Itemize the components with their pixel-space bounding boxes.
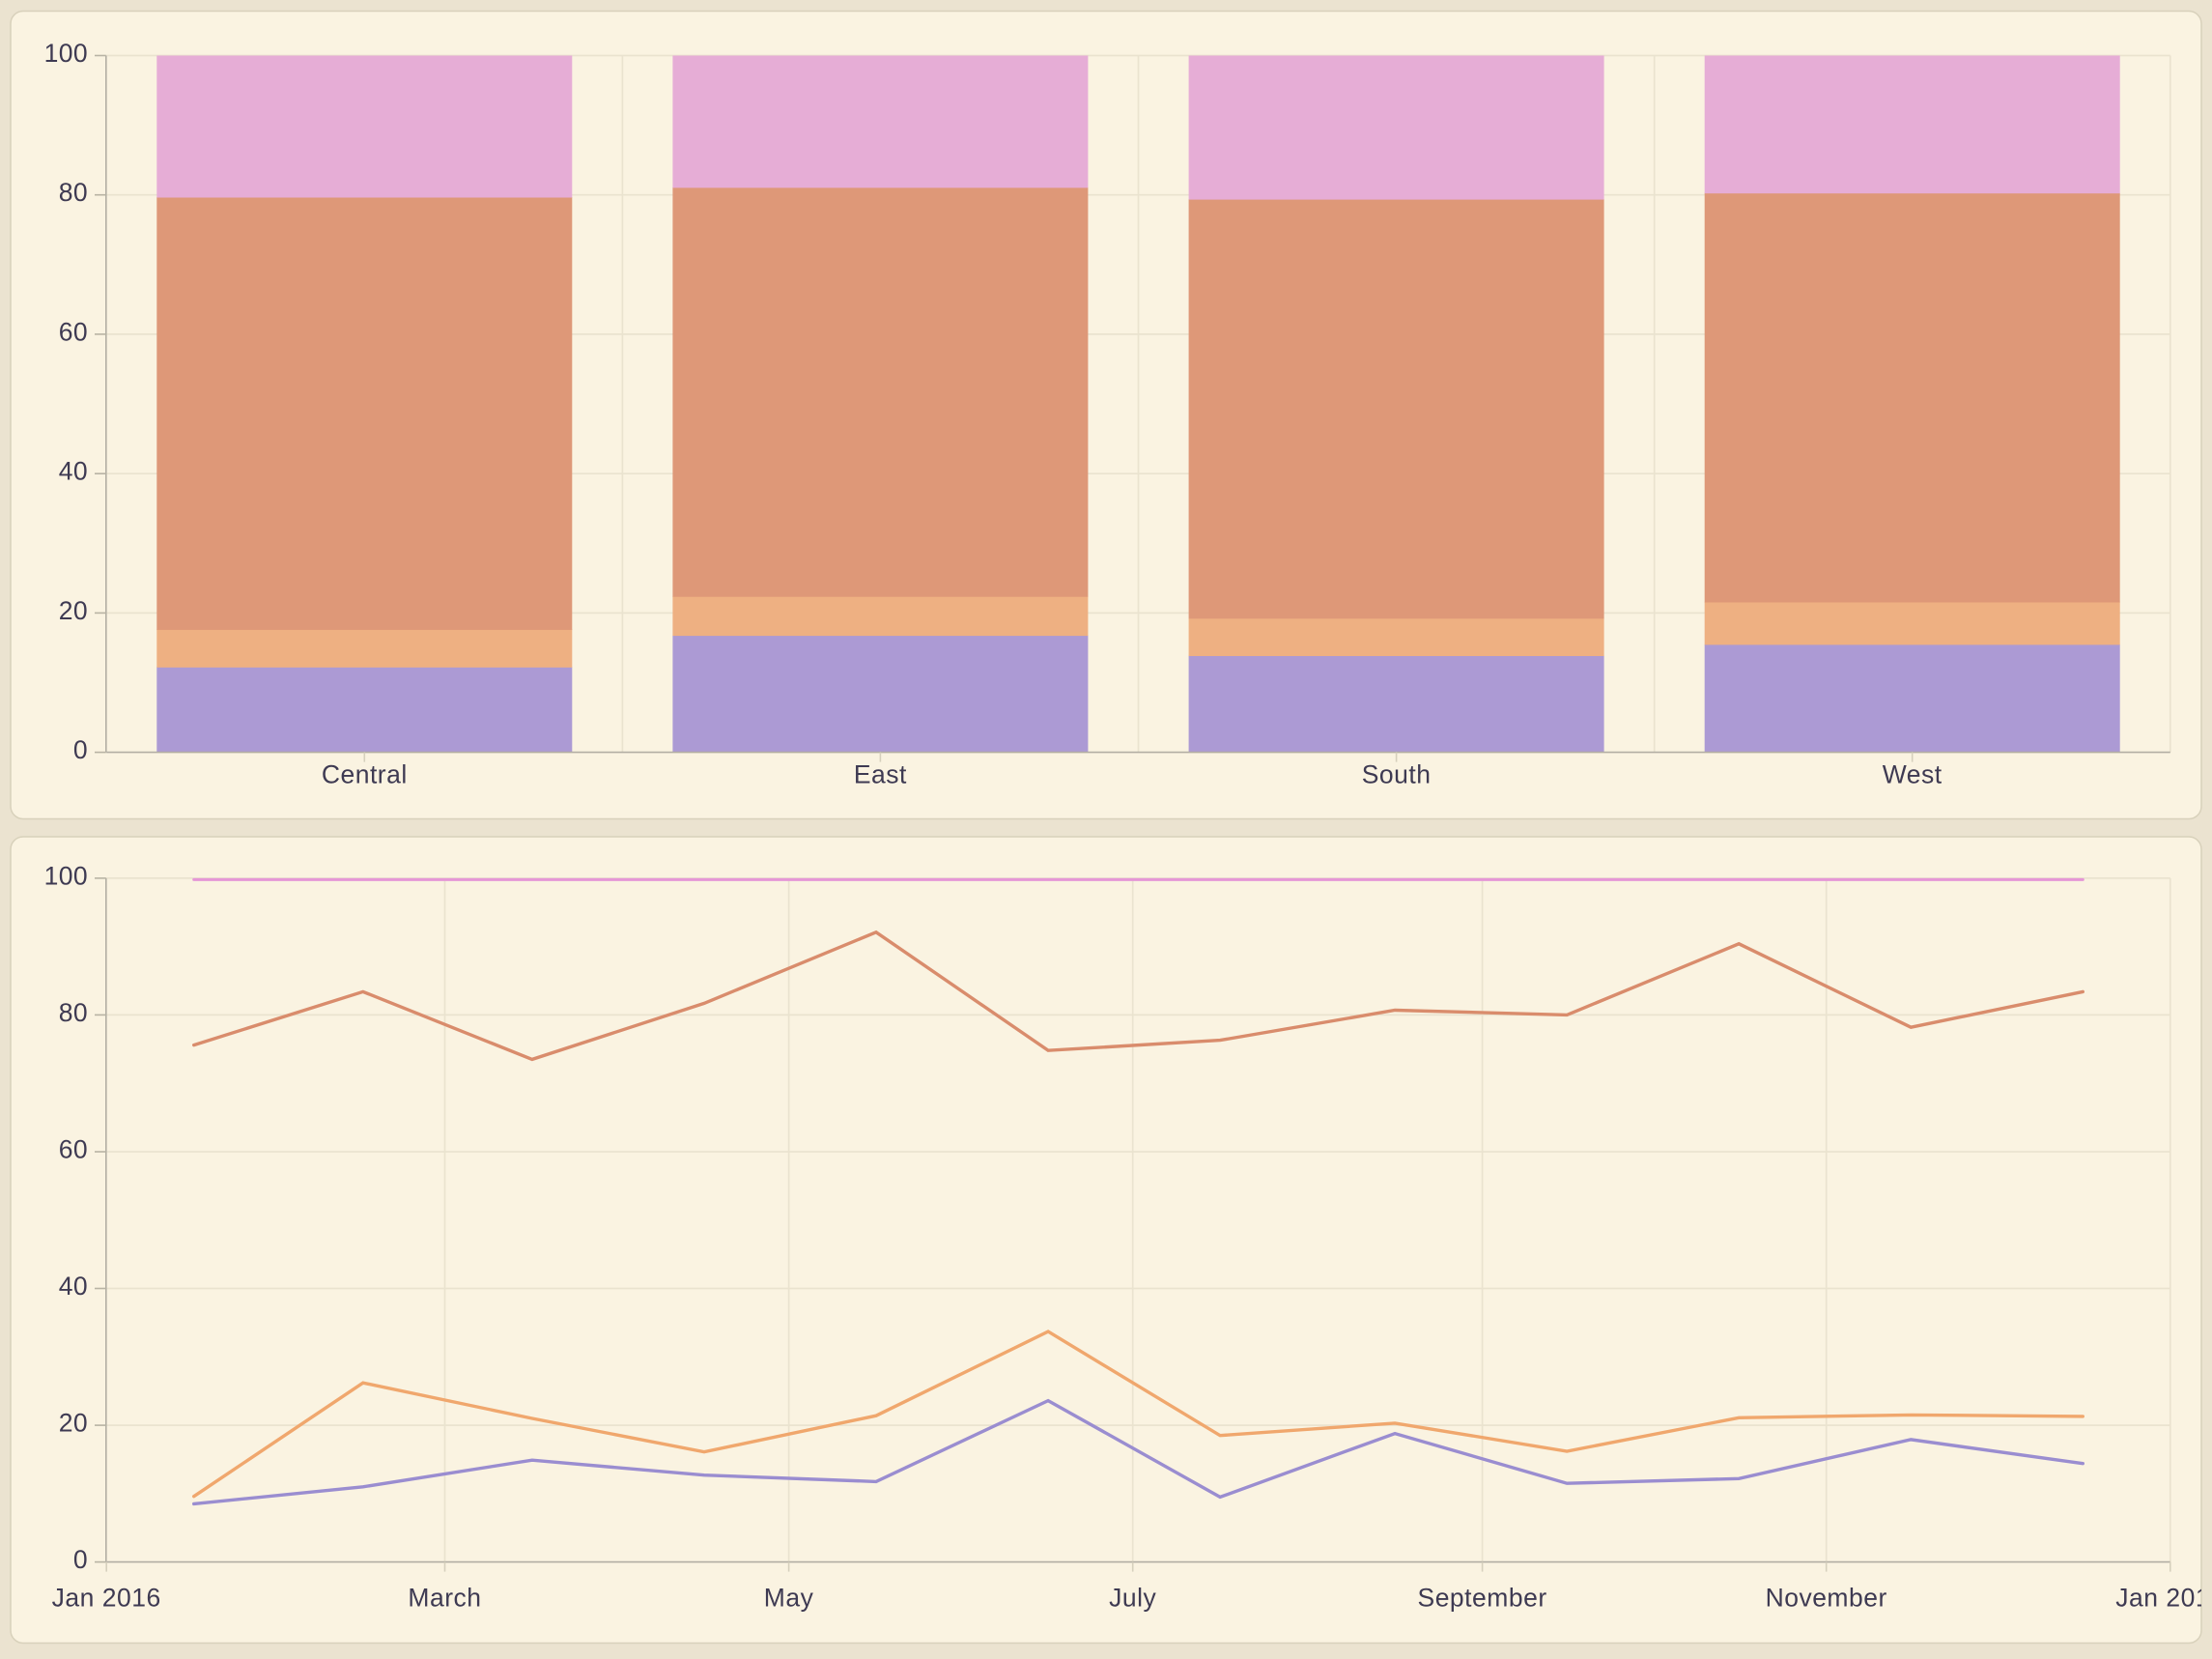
svg-text:40: 40 xyxy=(59,1272,88,1301)
svg-text:West: West xyxy=(1883,760,1943,789)
svg-text:July: July xyxy=(1109,1584,1156,1613)
svg-text:Jan 2017: Jan 2017 xyxy=(2115,1584,2212,1613)
svg-text:March: March xyxy=(408,1584,481,1613)
svg-text:20: 20 xyxy=(59,596,88,625)
svg-text:South: South xyxy=(1362,760,1432,789)
svg-text:20: 20 xyxy=(59,1409,88,1438)
svg-text:November: November xyxy=(1766,1584,1887,1613)
svg-text:May: May xyxy=(764,1584,814,1613)
svg-text:0: 0 xyxy=(73,1545,88,1574)
svg-text:0: 0 xyxy=(73,735,88,764)
svg-text:80: 80 xyxy=(59,178,88,207)
svg-text:Central: Central xyxy=(322,760,408,789)
svg-text:100: 100 xyxy=(44,861,88,890)
svg-text:East: East xyxy=(854,760,907,789)
svg-text:80: 80 xyxy=(59,998,88,1027)
svg-text:60: 60 xyxy=(59,317,88,346)
svg-text:60: 60 xyxy=(59,1135,88,1164)
svg-text:Jan 2016: Jan 2016 xyxy=(52,1584,161,1613)
svg-text:100: 100 xyxy=(44,39,88,68)
svg-text:September: September xyxy=(1418,1584,1547,1613)
svg-text:40: 40 xyxy=(59,457,88,486)
